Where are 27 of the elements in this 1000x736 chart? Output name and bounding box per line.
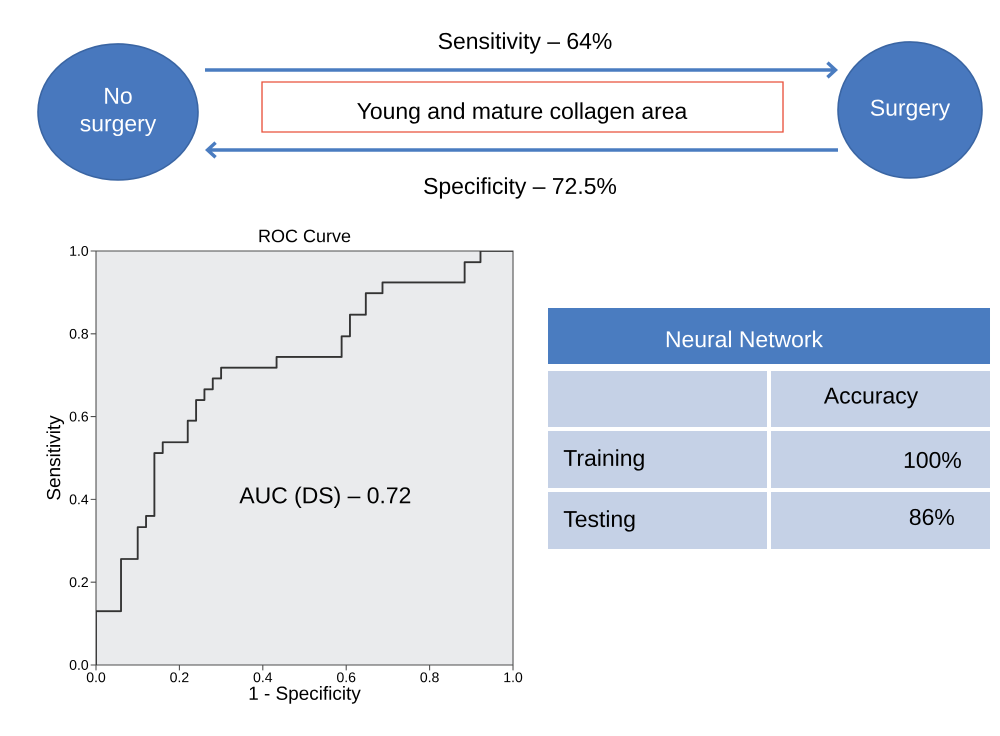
y-tick-label: 0.8 bbox=[70, 328, 88, 339]
text: 100% bbox=[904, 452, 961, 468]
y-tick-label: 1.0 bbox=[70, 246, 88, 256]
x-axis-title: 1 - Specificity bbox=[250, 686, 361, 704]
annotation: AUC (DS) – 0.72 bbox=[239, 486, 410, 508]
y-tick-label: 0.2 bbox=[70, 577, 88, 588]
y-tick-label: 0.4 bbox=[70, 494, 88, 504]
text: Testing bbox=[564, 510, 634, 532]
x-tick-label: 0.0 bbox=[86, 672, 106, 682]
x-tick-label: 0.6 bbox=[337, 672, 356, 682]
y-tick-label: 0.6 bbox=[70, 412, 88, 422]
text: Young and mature collagen area bbox=[357, 102, 688, 124]
text: Accuracy bbox=[824, 388, 918, 408]
text: No surgery bbox=[80, 88, 156, 136]
chart-title: ROC Curve bbox=[259, 230, 350, 242]
y-axis-title: Sensitivity bbox=[46, 415, 64, 500]
text: Surgery bbox=[870, 100, 950, 120]
text: 86% bbox=[910, 508, 954, 526]
x-tick-label: 0.8 bbox=[420, 672, 439, 682]
x-tick-label: 0.2 bbox=[170, 672, 188, 682]
text: Specificity – 72.5% bbox=[424, 177, 616, 199]
text: Sensitivity – 64% bbox=[438, 32, 612, 54]
x-tick-label: 1.0 bbox=[504, 672, 522, 682]
y-tick-label: 0.0 bbox=[70, 660, 88, 670]
x-tick-label: 0.4 bbox=[254, 672, 272, 682]
text: Training bbox=[564, 449, 644, 471]
text: Neural Network bbox=[666, 330, 824, 348]
